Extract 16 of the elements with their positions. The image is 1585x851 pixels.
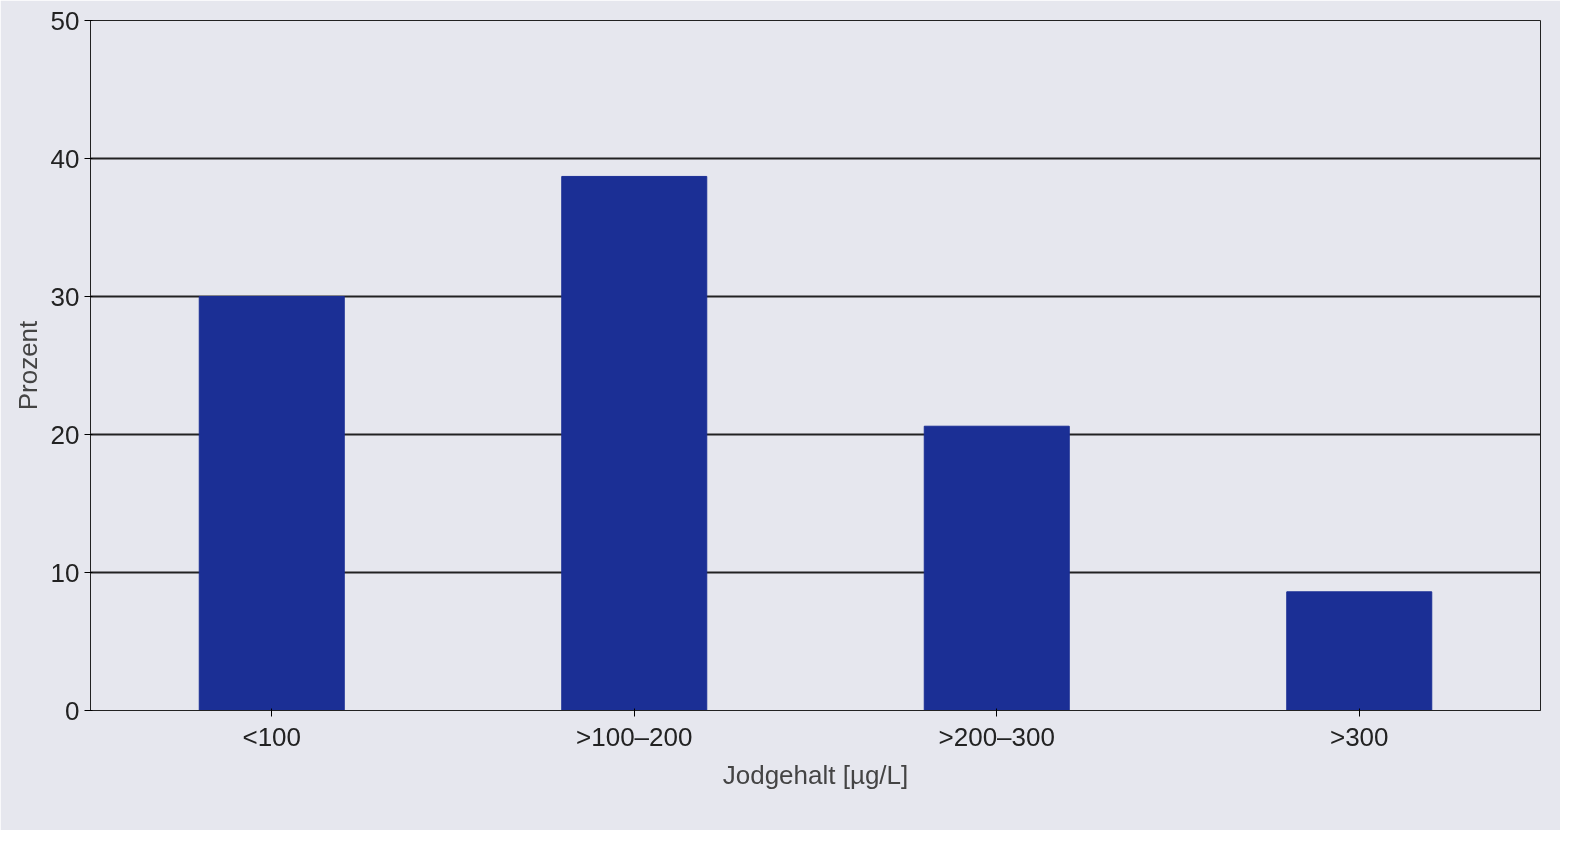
bar: [923, 425, 1070, 711]
y-tick-label: 20: [50, 419, 80, 450]
y-tick-label: 50: [50, 5, 80, 36]
y-tick-label: 10: [50, 557, 80, 588]
bar: [198, 296, 345, 711]
bar: [561, 175, 708, 711]
x-tick-label: >100–200: [576, 721, 693, 752]
x-tick-label: >300: [1329, 721, 1389, 752]
y-tick-label: 30: [50, 281, 80, 312]
y-tick-label: 40: [50, 143, 80, 174]
x-tick-label: <100: [242, 721, 302, 752]
x-tick-label: >200–300: [938, 721, 1055, 752]
y-axis-title: Prozent: [12, 319, 43, 411]
bar: [1286, 591, 1433, 711]
y-tick-label: 0: [65, 695, 80, 726]
x-axis-title: Jodgehalt [µg/L]: [722, 759, 909, 790]
